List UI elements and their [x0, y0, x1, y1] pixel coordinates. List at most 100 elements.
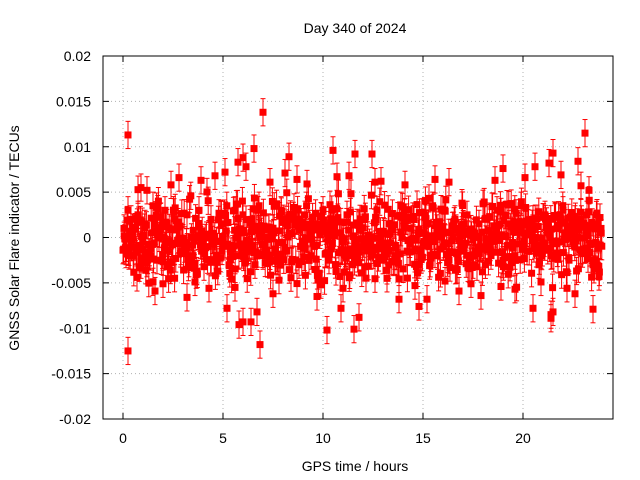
x-tick-label: 10	[315, 430, 331, 446]
axis-ticks: -0.02 -0.015 -0.01 -0.005 0 0.005 0.01 0.015 0.0…	[51, 48, 613, 446]
data-point	[293, 165, 301, 194]
data-point	[157, 214, 165, 243]
data-points	[119, 98, 606, 366]
data-point-band	[535, 197, 543, 226]
data-point	[581, 119, 589, 148]
data-point-band	[267, 261, 275, 290]
data-point	[467, 269, 475, 298]
data-point	[201, 232, 209, 261]
data-point	[463, 200, 471, 229]
data-point	[265, 214, 273, 243]
data-point	[195, 196, 203, 225]
data-point	[153, 246, 161, 275]
data-point	[266, 168, 274, 197]
data-point	[211, 161, 219, 190]
x-axis-label: GPS time / hours	[302, 458, 409, 474]
data-point	[250, 134, 258, 163]
data-point	[295, 250, 303, 279]
data-point	[409, 205, 417, 234]
data-point	[475, 209, 483, 238]
data-point	[213, 246, 221, 275]
y-axis-label: GNSS Solar Flare indicator / TECUs	[6, 125, 22, 350]
data-point	[221, 158, 229, 187]
data-point	[337, 294, 345, 323]
data-point	[317, 270, 325, 299]
data-point-band	[459, 191, 467, 220]
data-point	[281, 158, 289, 188]
data-point	[477, 281, 485, 310]
data-point	[529, 294, 537, 323]
data-point	[415, 250, 423, 279]
data-point	[511, 241, 519, 270]
data-point	[451, 205, 459, 234]
data-point	[207, 205, 215, 234]
data-point	[247, 307, 255, 337]
data-point	[457, 237, 465, 266]
data-point	[331, 205, 339, 234]
data-point	[589, 250, 597, 279]
y-tick-label: -0.005	[51, 275, 91, 291]
data-point	[377, 167, 385, 196]
data-point	[517, 191, 525, 220]
y-tick-label: 0	[83, 230, 91, 246]
data-point	[259, 241, 267, 270]
data-point	[345, 161, 353, 190]
data-point-band	[436, 259, 444, 288]
data-point	[574, 147, 582, 176]
data-point	[571, 279, 579, 308]
data-point	[289, 205, 297, 234]
y-tick-label: 0.01	[64, 139, 91, 155]
data-point	[183, 200, 191, 229]
data-point	[445, 168, 453, 197]
data-point	[256, 330, 264, 359]
data-point	[557, 160, 565, 189]
data-point	[337, 237, 345, 266]
data-point	[559, 196, 567, 225]
data-point	[481, 205, 489, 234]
data-point	[225, 250, 233, 279]
data-point	[565, 246, 573, 275]
data-point	[505, 209, 513, 238]
data-point	[597, 214, 605, 243]
data-point	[239, 143, 247, 172]
data-point	[159, 269, 167, 298]
data-point-band	[399, 254, 407, 284]
data-point	[277, 196, 285, 225]
data-point	[595, 262, 603, 291]
data-point	[259, 98, 267, 127]
data-point	[235, 241, 243, 270]
data-point	[231, 196, 239, 225]
data-point-band	[598, 232, 606, 261]
data-point	[373, 196, 381, 225]
data-point	[403, 237, 411, 266]
data-point-band	[381, 191, 389, 220]
data-point	[333, 162, 341, 191]
data-point	[577, 237, 585, 266]
x-tick-label: 5	[219, 430, 227, 446]
data-point	[269, 279, 277, 308]
data-point	[511, 275, 519, 304]
data-point	[367, 241, 375, 270]
data-point	[439, 196, 447, 225]
data-point	[531, 152, 539, 181]
data-point	[197, 166, 205, 195]
data-point	[433, 214, 441, 243]
data-point	[325, 246, 333, 275]
data-point	[313, 209, 321, 238]
data-point	[441, 266, 449, 296]
data-point	[239, 200, 247, 229]
y-tick-label: -0.01	[59, 320, 91, 336]
data-point	[171, 205, 179, 234]
data-point	[205, 274, 213, 303]
data-point	[124, 336, 132, 366]
data-point	[143, 176, 151, 205]
data-point	[234, 148, 242, 177]
data-point-band	[405, 195, 413, 224]
data-point	[219, 209, 227, 238]
data-point	[183, 283, 191, 312]
data-point-band	[332, 257, 340, 286]
data-point	[589, 295, 597, 324]
data-point	[385, 209, 393, 238]
data-point	[191, 267, 199, 297]
